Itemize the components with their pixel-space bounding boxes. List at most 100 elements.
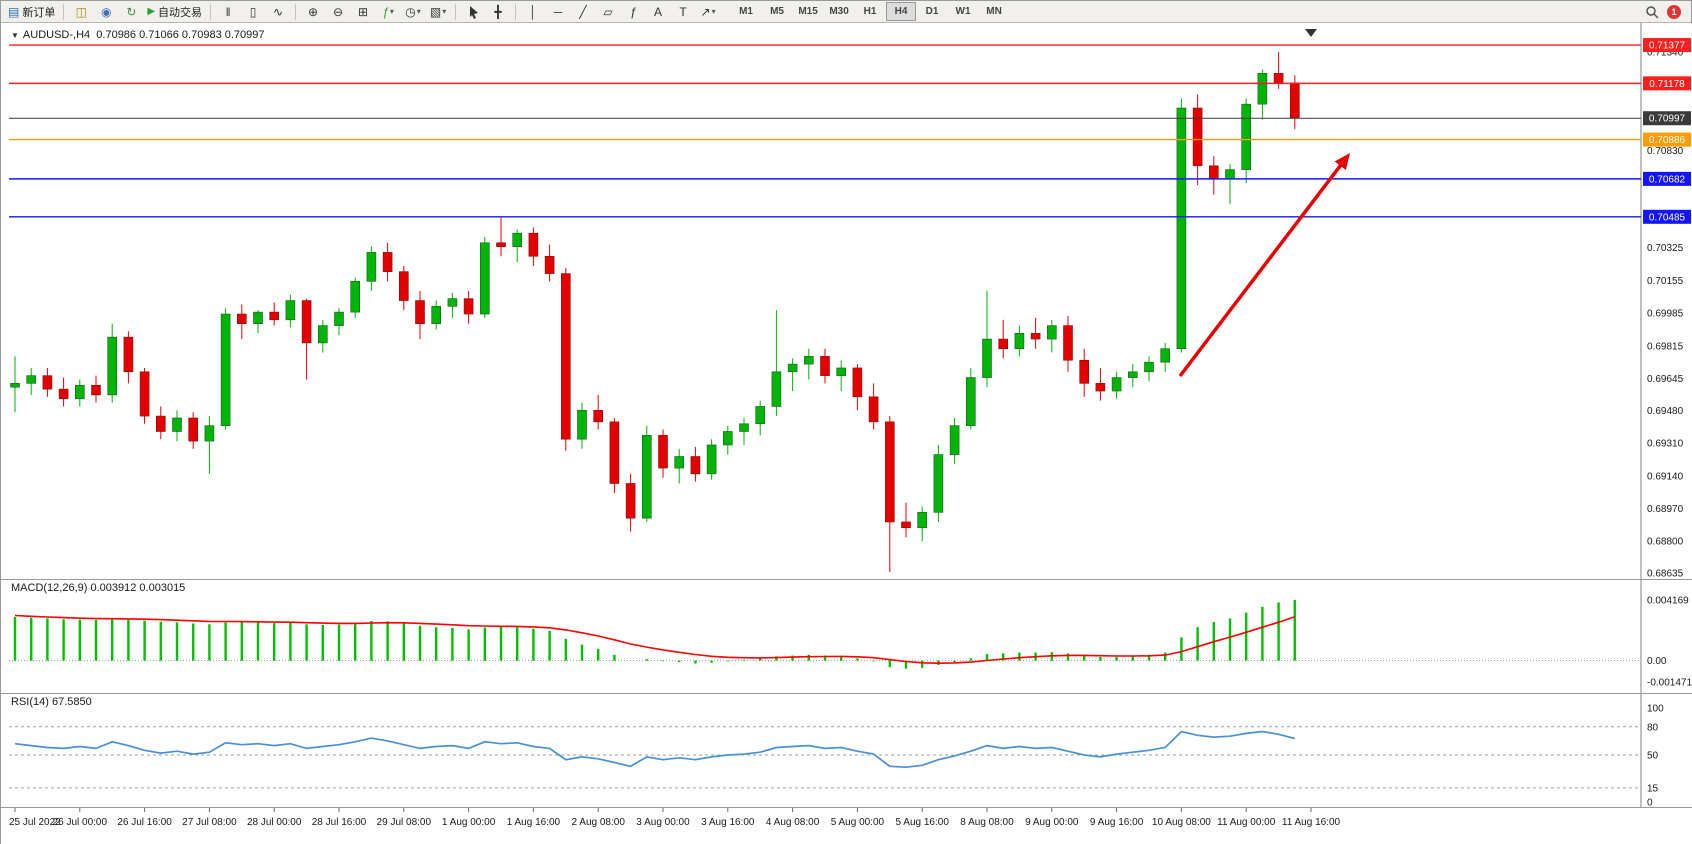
vertical-line-button[interactable]: │	[521, 2, 545, 22]
macd-indicator-values: 0.003912 0.003015	[90, 582, 186, 594]
timeframe-button-mn[interactable]: MN	[986, 6, 1002, 17]
tile-windows-button[interactable]: ⊞	[351, 2, 375, 22]
time-axis-label: 1 Aug 16:00	[507, 817, 561, 828]
candlestick-chart[interactable]: 0.71340 0.70830 0.70325 0.70155 0.69985 0.698…	[1, 23, 1692, 579]
time-axis-label: 2 Aug 08:00	[572, 817, 626, 828]
timeframe-button-m30[interactable]: M30	[829, 6, 849, 17]
time-axis-label: 8 Aug 08:00	[960, 817, 1014, 828]
profiles-icon: ◉	[101, 4, 112, 19]
time-axis-label: 1 Aug 00:00	[442, 817, 496, 828]
text-label-icon: T	[679, 4, 687, 19]
candle	[382, 242, 393, 282]
rsi-panel[interactable]: 100 80 50 15 0	[1, 693, 1692, 807]
timeframe-button-m5[interactable]: M5	[770, 6, 784, 17]
timeframe-button-m1[interactable]: M1	[739, 6, 753, 17]
macd-chart[interactable]: 0.004169 0.00 -0.001471	[1, 580, 1692, 693]
vertical-line-icon: │	[529, 4, 537, 19]
rsi-chart[interactable]: 100 80 50 15 0	[1, 694, 1692, 807]
time-axis-label: 29 Jul 08:00	[377, 817, 432, 828]
rsi-axis-label: 15	[1647, 783, 1659, 794]
time-axis-label: 11 Aug 00:00	[1217, 817, 1276, 828]
rsi-line	[14, 730, 1296, 769]
candle	[398, 265, 409, 311]
horizontal-line-icon: ─	[553, 4, 563, 19]
text-label-button[interactable]: T	[671, 2, 695, 22]
templates-button[interactable]: ▧ ▾	[426, 2, 450, 22]
crosshair-button[interactable]: ╋	[486, 2, 510, 22]
candle	[1225, 163, 1235, 205]
time-axis-label: 5 Aug 16:00	[896, 817, 950, 828]
price-axis-label: 0.69140	[1647, 471, 1684, 482]
chart-collapse-icon[interactable]: ▼	[11, 31, 19, 40]
autotrading-button[interactable]: ▶ 自动交易	[144, 2, 205, 22]
price-chart-panel[interactable]: 0.71340 0.70830 0.70325 0.70155 0.69985 0.698…	[1, 23, 1692, 579]
charts-icon: ◫	[75, 4, 88, 19]
zoom-out-button[interactable]: ⊖	[326, 2, 350, 22]
channel-button[interactable]: ▱	[596, 2, 620, 22]
main-toolbar: ▤ 新订单 ◫ ◉ ↻ ▶ 自动交易 ‖ ▯ ∿ ⊕ ⊖ ⊞ ƒ ▾ ◷ ▾ ▧ ▾ …	[1, 1, 1691, 23]
macd-panel[interactable]: 0.004169 0.00 -0.001471	[1, 579, 1692, 693]
time-axis-label: 9 Aug 16:00	[1090, 817, 1144, 828]
notification-badge[interactable]: 1	[1667, 4, 1681, 19]
candle	[1241, 98, 1251, 184]
macd-indicator-name: MACD(12,26,9)	[11, 582, 88, 594]
periods-button[interactable]: ◷ ▾	[401, 2, 425, 22]
horizontal-line-button[interactable]: ─	[546, 2, 570, 22]
candle	[253, 310, 263, 334]
candle	[1079, 348, 1089, 397]
candle	[787, 358, 798, 392]
price-axis-label: 0.68800	[1647, 537, 1684, 548]
time-axis-label: 28 Jul 00:00	[247, 817, 302, 828]
new-order-button[interactable]: ▤ 新订单	[5, 2, 58, 22]
autotrading-icon: ▶	[147, 6, 156, 17]
chart-shift-marker[interactable]	[1305, 29, 1317, 37]
price-badge: 0.70997	[1643, 111, 1691, 126]
candle	[350, 277, 361, 318]
candle	[58, 377, 69, 407]
candle	[852, 364, 863, 411]
fibonacci-button[interactable]: ƒ	[621, 2, 645, 22]
price-badge: 0.70886	[1643, 132, 1691, 147]
timeframe-button-h1[interactable]: H1	[863, 6, 877, 17]
profiles-button[interactable]: ◉	[94, 2, 118, 22]
time-axis-label: 5 Aug 00:00	[831, 817, 885, 828]
timeframe-button-m15[interactable]: M15	[798, 6, 818, 17]
cursor-button[interactable]	[461, 2, 485, 22]
charts-button[interactable]: ◫	[69, 2, 93, 22]
text-button[interactable]: A	[646, 2, 670, 22]
candle	[998, 319, 1009, 359]
timeframe-button-w1[interactable]: W1	[955, 6, 971, 17]
time-axis-label: 11 Aug 16:00	[1282, 817, 1341, 828]
channel-icon: ▱	[603, 4, 613, 19]
arrows-button[interactable]: ↗ ▾	[696, 2, 720, 22]
chart-symbol-period: AUDUSD-,H4	[22, 29, 91, 41]
candle	[269, 302, 280, 326]
candle	[868, 383, 879, 430]
time-axis[interactable]: 25 Jul 2022 26 Jul 00:00 26 Jul 16:00 27 Ju…	[1, 807, 1692, 844]
cursor-icon	[469, 5, 478, 19]
candle	[803, 348, 814, 380]
refresh-button[interactable]: ↻	[119, 2, 143, 22]
candle	[609, 418, 620, 494]
zoom-in-icon: ⊕	[308, 4, 319, 19]
candle	[220, 308, 231, 430]
candlestick-chart-button[interactable]: ▯	[241, 2, 265, 22]
trend-arrow-annotation[interactable]	[1178, 159, 1346, 378]
candle	[204, 416, 215, 474]
autotrading-label: 自动交易	[158, 6, 203, 19]
line-chart-button[interactable]: ∿	[266, 2, 290, 22]
timeframe-group: M1 M5 M15 M30 H1 H4 D1 W1 MN	[731, 2, 1009, 21]
search-button[interactable]	[1640, 2, 1664, 22]
indicators-button[interactable]: ƒ ▾	[376, 2, 400, 22]
candle	[641, 425, 652, 522]
time-axis-label: 9 Aug 00:00	[1025, 817, 1079, 828]
timeframe-button-d1[interactable]: D1	[925, 6, 939, 17]
time-axis-label: 3 Aug 16:00	[701, 817, 755, 828]
trendline-button[interactable]: ╱	[571, 2, 595, 22]
svg-text:0.70485: 0.70485	[1649, 212, 1686, 223]
price-axis-label: 0.68635	[1647, 569, 1684, 580]
timeframe-button-h4[interactable]: H4	[886, 2, 917, 21]
bar-chart-button[interactable]: ‖	[216, 2, 240, 22]
zoom-in-button[interactable]: ⊕	[301, 2, 325, 22]
